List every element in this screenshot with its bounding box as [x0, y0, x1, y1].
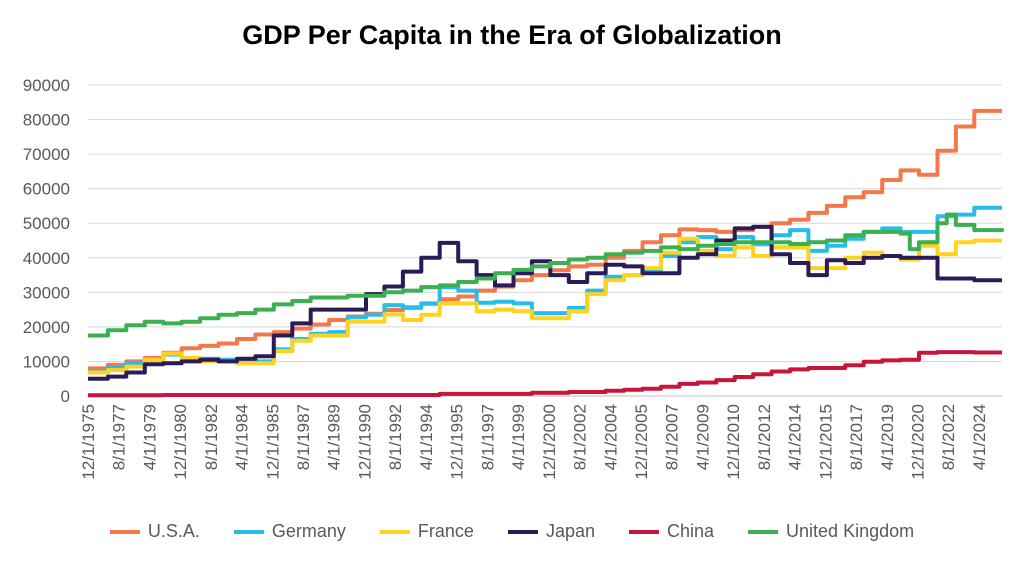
y-tick-label: 70000	[23, 145, 70, 164]
x-tick-label: 8/1/1992	[386, 404, 405, 470]
y-tick-label: 90000	[23, 76, 70, 95]
y-tick-label: 30000	[23, 283, 70, 302]
x-tick-label: 4/1/1979	[140, 404, 159, 470]
legend-label: China	[667, 521, 715, 541]
x-tick-label: 4/1/2014	[786, 404, 805, 470]
legend-swatch	[748, 529, 779, 534]
legend-label: United Kingdom	[786, 521, 915, 541]
legend: U.S.A. Germany France Japan China United King…	[0, 521, 1024, 542]
x-tick-label: 8/1/1997	[478, 404, 497, 470]
x-tick-label: 8/1/1982	[202, 404, 221, 470]
legend-item: Germany	[233, 521, 346, 542]
y-tick-label: 10000	[23, 352, 70, 371]
y-axis-ticks: 0 10000 20000 30000 40000 50000 60000 70000 8000…	[23, 76, 70, 406]
series-line-u-s-a	[88, 108, 1002, 371]
chart-title: GDP Per Capita in the Era of Globalizati…	[242, 20, 782, 50]
x-tick-label: 4/1/2009	[693, 404, 712, 470]
x-tick-label: 4/1/1994	[417, 404, 436, 470]
x-tick-label: 12/1/1980	[171, 404, 190, 480]
legend-swatch	[233, 529, 264, 534]
x-tick-label: 12/1/1985	[263, 404, 282, 480]
legend-label: Japan	[545, 521, 595, 541]
legend-swatch	[109, 529, 140, 534]
legend-label: U.S.A.	[147, 521, 200, 541]
legend-label: France	[417, 521, 474, 541]
x-tick-label: 4/1/1989	[325, 404, 344, 470]
legend-item: China	[629, 521, 714, 542]
x-tick-label: 8/1/1977	[110, 404, 129, 470]
x-tick-label: 8/1/2017	[847, 404, 866, 470]
x-tick-label: 4/1/1999	[509, 404, 528, 470]
x-tick-label: 4/1/2024	[970, 404, 989, 470]
legend-label: Germany	[271, 521, 346, 541]
x-tick-label: 12/1/2010	[724, 404, 743, 480]
y-tick-label: 50000	[23, 214, 70, 233]
x-tick-label: 4/1/2004	[601, 404, 620, 470]
x-tick-label: 8/1/2007	[663, 404, 682, 470]
legend-item: United Kingdom	[748, 521, 914, 542]
x-tick-label: 8/1/2002	[570, 404, 589, 470]
line-chart: 0 10000 20000 30000 40000 50000 60000 70000 8000…	[23, 76, 1004, 480]
legend-swatch	[379, 529, 410, 534]
legend-item: U.S.A.	[109, 521, 200, 542]
x-tick-label: 8/1/2022	[939, 404, 958, 470]
legend-swatch	[507, 529, 538, 534]
legend-item: Japan	[507, 521, 595, 542]
x-tick-label: 12/1/2000	[540, 404, 559, 480]
series-line-china	[88, 350, 1002, 398]
legend-item: France	[379, 521, 474, 542]
x-tick-label: 12/1/2015	[816, 404, 835, 480]
x-tick-label: 12/1/2020	[909, 404, 928, 480]
y-tick-label: 40000	[23, 249, 70, 268]
x-tick-label: 12/1/2005	[632, 404, 651, 480]
x-tick-label: 4/1/2019	[878, 404, 897, 470]
x-tick-label: 12/1/1975	[79, 404, 98, 480]
x-tick-label: 4/1/1984	[233, 404, 252, 470]
legend-swatch	[629, 529, 659, 534]
x-tick-label: 12/1/1995	[448, 404, 467, 480]
x-tick-label: 12/1/1990	[356, 404, 375, 480]
x-tick-label: 8/1/2012	[755, 404, 774, 470]
y-tick-label: 20000	[23, 318, 70, 337]
x-axis-ticks: 12/1/1975 8/1/1977 4/1/1979 12/1/1980 8/1/19…	[79, 404, 989, 480]
y-tick-label: 0	[61, 387, 70, 406]
series-line-united-kingdom	[88, 212, 1004, 338]
y-tick-label: 60000	[23, 180, 70, 199]
gridlines	[88, 84, 1002, 397]
series-lines	[88, 108, 1004, 398]
y-tick-label: 80000	[23, 111, 70, 130]
series-line-japan	[88, 224, 1002, 381]
x-tick-label: 8/1/1987	[294, 404, 313, 470]
